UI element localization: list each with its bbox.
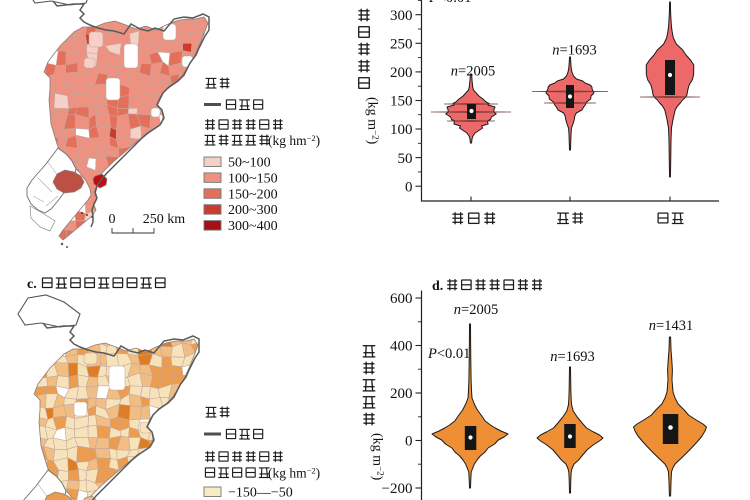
svg-text:200: 200 [390, 65, 413, 81]
svg-text:250: 250 [390, 37, 413, 53]
svg-text:−200: −200 [382, 481, 413, 497]
svg-text:300~400: 300~400 [228, 219, 278, 234]
svg-text:0: 0 [405, 179, 413, 195]
svg-text:150: 150 [390, 94, 413, 110]
svg-text:100~150: 100~150 [228, 171, 278, 186]
svg-text:100: 100 [390, 122, 413, 138]
svg-text:(kg hm−2): (kg hm−2) [268, 133, 320, 148]
svg-text:150~200: 150~200 [228, 187, 278, 202]
svg-text:P<0.01: P<0.01 [428, 0, 471, 6]
svg-text:P<0.01: P<0.01 [427, 346, 470, 362]
svg-text:n=2005: n=2005 [454, 302, 498, 318]
svg-text:n=1693: n=1693 [550, 349, 594, 365]
svg-text:250 km: 250 km [143, 212, 186, 227]
svg-text:d.: d. [432, 279, 443, 294]
svg-text:c.: c. [27, 277, 37, 292]
svg-text:−150—−50: −150—−50 [228, 486, 293, 500]
svg-text:(kg hm−2): (kg hm−2) [268, 466, 320, 481]
svg-text:n=1431: n=1431 [649, 318, 693, 334]
svg-text:n=1693: n=1693 [552, 43, 596, 59]
svg-text:0: 0 [109, 212, 116, 227]
svg-text:600: 600 [390, 291, 413, 307]
svg-text:200: 200 [390, 386, 413, 402]
svg-text:200~300: 200~300 [228, 203, 278, 218]
svg-text:(kg m−2): (kg m−2) [370, 433, 386, 481]
svg-text:400: 400 [390, 339, 413, 355]
svg-text:(kg m−2): (kg m−2) [365, 97, 381, 145]
svg-text:300: 300 [390, 8, 413, 24]
svg-text:0: 0 [405, 434, 413, 450]
svg-text:n=2005: n=2005 [451, 64, 495, 80]
svg-text:50: 50 [398, 151, 413, 167]
svg-text:50~100: 50~100 [228, 156, 271, 171]
